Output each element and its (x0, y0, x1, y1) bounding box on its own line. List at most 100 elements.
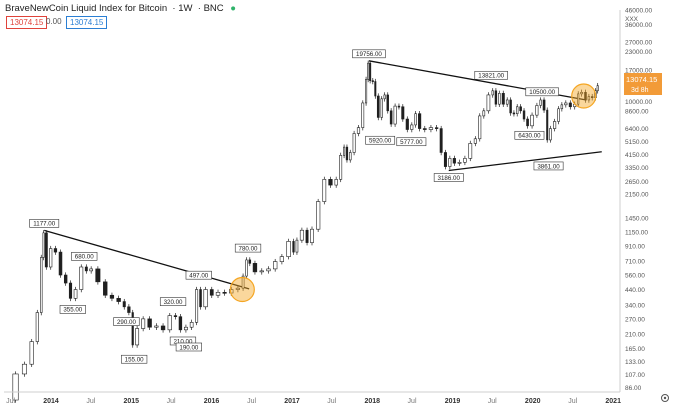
candle-body (343, 146, 346, 156)
candle-body (414, 113, 417, 126)
price-tick-label: 2650.00 (625, 179, 649, 186)
trendline (44, 229, 250, 290)
annotation-label: 5777.00 (400, 139, 423, 146)
candle-body (215, 292, 221, 296)
candle-body (42, 232, 45, 258)
annotation-label: 780.00 (239, 245, 258, 252)
price-tick-label: 710.00 (625, 258, 645, 265)
price-tick-label: 86.00 (625, 385, 642, 392)
trendlines (44, 60, 602, 290)
price-tick-label: 3350.00 (625, 165, 649, 172)
annotation-box (533, 161, 564, 171)
annotation-box (352, 49, 386, 59)
candle-body (348, 152, 352, 161)
candle-body (516, 106, 519, 114)
candle-body (369, 62, 372, 81)
candle-body (374, 81, 377, 97)
annotation-label: 355.00 (63, 307, 82, 314)
annotation-label: 155.00 (125, 357, 144, 364)
time-tick-label: 2017 (284, 398, 300, 405)
time-tick-label: Jul (86, 398, 95, 405)
candle-body (463, 158, 467, 163)
candle-body (147, 318, 152, 328)
candle-body (273, 261, 278, 270)
candle-body (189, 322, 194, 328)
candle-body (371, 80, 374, 82)
candle-body (428, 127, 434, 130)
candle-body (530, 114, 534, 127)
candle-body (305, 229, 309, 243)
candle-body (468, 143, 473, 159)
price-tick-label: 4150.00 (625, 152, 649, 159)
candle-body (535, 105, 539, 116)
candle-body (58, 251, 63, 276)
candle-body (199, 289, 202, 308)
time-tick-label: 2014 (43, 398, 59, 405)
candle-body (494, 90, 498, 105)
candle-body (322, 179, 327, 202)
candle-body (439, 128, 443, 153)
candle-body (235, 287, 241, 290)
candle-body (473, 138, 477, 144)
candle-body (383, 94, 386, 100)
candle-body (21, 363, 27, 375)
candle-body (539, 99, 542, 106)
sell-price-box[interactable]: 13074.15 (6, 16, 48, 29)
candle-body (401, 106, 405, 120)
buy-price-box[interactable]: 13074.15 (66, 16, 108, 29)
price-tick-label: 270.00 (625, 316, 645, 323)
candle-body (63, 274, 68, 284)
annotation-label: 290.00 (117, 319, 136, 326)
market-status-icon: ● (230, 3, 237, 14)
annotations: 1177.00 680.00 355.00 290.00 155.00 320.00 210… (29, 49, 564, 364)
candle-body (259, 270, 264, 273)
candle-body (448, 158, 452, 167)
chart-header: BraveNewCoin Liquid Index for Bitcoin · … (5, 3, 237, 14)
candle-body (203, 289, 208, 308)
candle-body (587, 96, 591, 101)
candle-body (173, 315, 178, 317)
candle-body (292, 241, 295, 253)
time-tick-label: 2015 (124, 398, 140, 405)
price-tick-label: 8600.00 (625, 108, 649, 115)
candle-body (596, 85, 599, 92)
candle-body (310, 228, 314, 243)
annotation-box (185, 270, 212, 280)
symbol-title[interactable]: BraveNewCoin Liquid Index for Bitcoin (5, 3, 168, 14)
candle-body (295, 239, 299, 253)
candle-body (154, 325, 159, 328)
time-tick-label: Jul (408, 398, 417, 405)
price-tag: 13074.15 3d 8h (624, 73, 662, 95)
annotation-label: 3186.00 (438, 175, 461, 182)
candle-body (89, 268, 93, 272)
candle-body (590, 96, 594, 98)
candle-body (584, 92, 587, 101)
annotation-box (113, 317, 140, 326)
candle-body (241, 275, 245, 289)
candle-body (178, 316, 183, 331)
candle-body (443, 152, 447, 167)
candle-body (397, 105, 401, 108)
candle-body (339, 155, 343, 180)
price-tag-value: 13074.15 (626, 75, 657, 84)
candle-body (127, 306, 131, 313)
candle-body (245, 259, 248, 277)
settings-icon[interactable] (661, 394, 669, 402)
candle-body (512, 112, 516, 115)
candle-body (84, 266, 88, 272)
candle-body (222, 292, 227, 294)
time-tick-label: 2018 (364, 398, 380, 405)
candle-body (376, 95, 380, 118)
candle-body (393, 105, 397, 125)
price-tick-label: 133.00 (625, 359, 645, 366)
candle-body (560, 104, 564, 110)
time-tick-label: 2020 (525, 398, 541, 405)
candle-body (478, 115, 482, 140)
candle-body (389, 110, 393, 125)
candle-body (577, 93, 580, 105)
price-tick-label: 1150.00 (625, 229, 648, 236)
price-tick-label: 6400.00 (625, 126, 649, 133)
interval-label[interactable]: 1W (178, 3, 193, 14)
candle-body (103, 281, 108, 296)
